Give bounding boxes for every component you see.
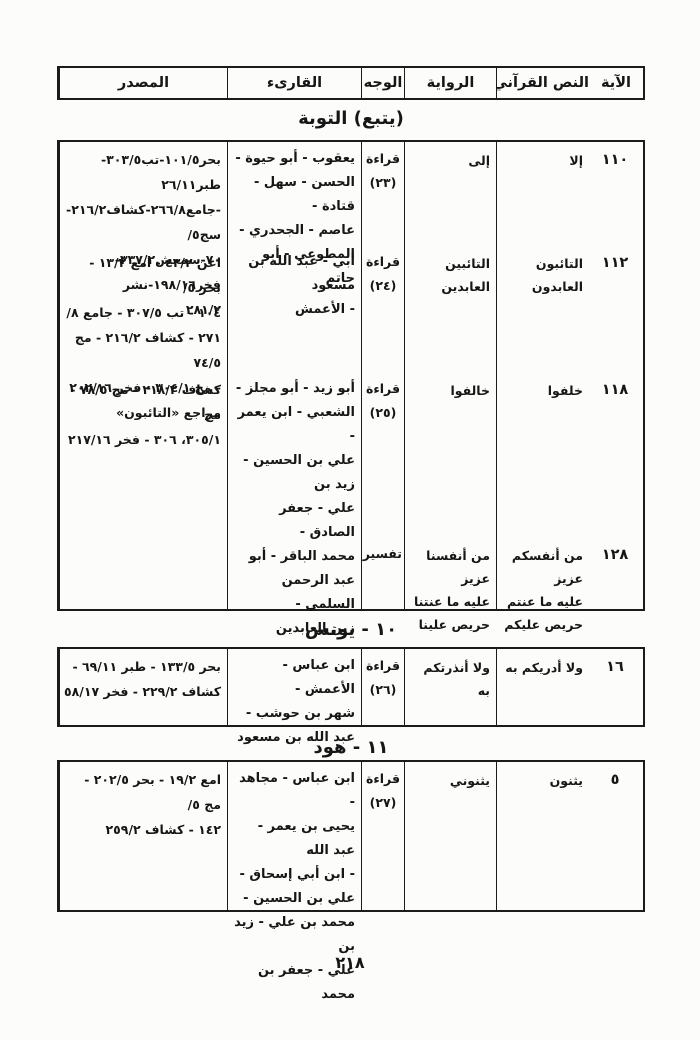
page-number: ٢١٨ xyxy=(335,953,365,972)
source-cell: امع ٢‏/‏١٩ - بحر ٥‏/‏٢٠٢ - مج ٥‏/ ١٤٢ - … xyxy=(84,772,221,837)
table-yunus: ١٦ ولا أدريكم به ولا أنذرتكم به قراءة (٢… xyxy=(57,647,645,745)
source-cell: كشاف ٢‏/‏٢١٨ - مج ٥‏/‏٧٨ - مح ١‏/‏٣٠٥، ٣… xyxy=(67,382,221,447)
riwaya-cell: يثنوني xyxy=(449,773,490,788)
source-cell: بحر٥‏/‏١٠١-تب٥‏/‏٣٠٣-طبر١١‏/‏٢٦ -جامع٨‏/… xyxy=(66,152,221,317)
reader-cell: أبو زيد - أبو مجلز - الشعبي - ابن يعمر -… xyxy=(235,381,355,636)
column-header-wajh: الوجه xyxy=(363,75,403,91)
aya-column: ١١٠ ١١٢ ١١٨ ١٢٨ xyxy=(589,142,643,609)
source-column: امع ٢‏/‏١٩ - بحر ٥‏/‏٢٠٢ - مج ٥‏/ ١٤٢ - … xyxy=(59,762,227,910)
quran-text-cell: خلفوا xyxy=(547,383,583,398)
table-hud: ٥ يثنون يثنوني قراءة (٢٧) ابن عباس - مجا… xyxy=(57,760,645,1002)
quran-text-cell: إلا xyxy=(569,153,583,168)
quran-text-cell: يثنون xyxy=(549,773,583,788)
wajh-cell: قراءة (٢٤) xyxy=(365,254,400,293)
aya-cell: ١١٢ xyxy=(601,255,629,271)
source-column: بحر٥‏/‏١٠١-تب٥‏/‏٣٠٣-طبر١١‏/‏٢٦ -جامع٨‏/… xyxy=(59,142,227,609)
wajh-cell: قراءة (٢٧) xyxy=(365,771,400,810)
quran-text-cell: التائبون العابدون xyxy=(531,256,583,294)
table-tawbah: ١١٠ ١١٢ ١١٨ ١٢٨ إلا التائبون العابدون خل… xyxy=(57,140,645,636)
column-header-quran-text: النص القرآني xyxy=(497,75,589,91)
reader-column: يعقوب - أبو حيوة - الحسن - سهل - قتادة -… xyxy=(227,142,361,636)
aya-cell: ١١٠ xyxy=(601,152,629,168)
source-column: بحر ٥‏/‏١٣٣ - طبر ١١‏/‏٦٩ - كشاف ٢‏/‏٢٢٩… xyxy=(59,649,227,725)
reader-cell: يعقوب - أبو حيوة - الحسن - سهل - قتادة -… xyxy=(235,151,355,286)
wajh-cell: قراءة (٢٦) xyxy=(365,658,400,697)
aya-cell: ١١٨ xyxy=(601,382,629,398)
quran-text-column: ولا أدريكم به xyxy=(496,649,589,725)
reader-cell: ابن عباس - الأعمش - شهر بن حوشب - عبد ال… xyxy=(237,658,355,745)
surah-title-yunus: ١٠ - يونس xyxy=(304,619,398,640)
quran-text-column: إلا التائبون العابدون خلفوا من أنفسكم عز… xyxy=(496,142,589,632)
quran-text-column: يثنون xyxy=(496,762,589,910)
wajh-column: قراءة (٢٣) قراءة (٢٤) قراءة (٢٥) تفسير xyxy=(361,142,404,609)
column-header-riwaya: الرواية xyxy=(426,75,475,91)
surah-title-hud: ١١ - هود xyxy=(313,737,389,758)
riwaya-cell: ولا أنذرتكم به xyxy=(423,660,490,698)
aya-cell: ١٦ xyxy=(606,659,624,675)
aya-cell: ١٢٨ xyxy=(601,547,629,563)
riwaya-cell: التائبين العابدين xyxy=(441,256,490,294)
riwaya-column: إلى التائبين العابدين خالفوا من أنفسنا ع… xyxy=(404,142,496,632)
riwaya-column: ولا أنذرتكم به xyxy=(404,649,496,725)
wajh-cell: قراءة (٢٣) xyxy=(365,151,400,190)
aya-column: ١٦ xyxy=(589,649,643,725)
quran-text-cell: من أنفسكم عزيز عليه ما عنتم حريص عليكم xyxy=(504,548,583,632)
reader-column: ابن عباس - الأعمش - شهر بن حوشب - عبد ال… xyxy=(227,649,361,745)
source-cell xyxy=(60,537,227,609)
riwaya-cell: من أنفسنا عزيز عليه ما عنتنا حريص علينا xyxy=(413,548,490,632)
surah-title-tawbah: (يتبع) التوبة xyxy=(298,108,404,129)
wajh-column: قراءة (٢٦) xyxy=(361,649,404,725)
wajh-column: قراءة (٢٧) xyxy=(361,762,404,910)
riwaya-cell: خالفوا xyxy=(450,383,490,398)
riwaya-cell: إلى xyxy=(468,153,490,168)
table-header: الآية النص القرآني الرواية الوجه القارىء… xyxy=(57,66,645,100)
wajh-cell: قراءة (٢٥) xyxy=(365,381,400,420)
column-header-reader: القارىء xyxy=(266,75,323,91)
reader-column: ابن عباس - مجاهد - يحيى بن يعمر - عبد ال… xyxy=(227,762,361,1002)
riwaya-column: يثنوني xyxy=(404,762,496,910)
column-header-aya: الآية xyxy=(600,75,631,91)
reader-cell: ابن عباس - مجاهد - يحيى بن يعمر - عبد ال… xyxy=(234,771,355,1002)
source-cell: اعن ٢‏/‏٤٣ - امع ٢‏/‏١٣ - بحر ٥‏/ ١٠٤ - … xyxy=(66,255,221,420)
aya-column: ٥ xyxy=(589,762,643,910)
source-cell: بحر ٥‏/‏١٣٣ - طبر ١١‏/‏٦٩ - كشاف ٢‏/‏٢٢٩… xyxy=(64,659,221,699)
aya-cell: ٥ xyxy=(610,772,620,788)
wajh-cell: تفسير xyxy=(362,546,402,561)
reader-cell: أبي - عبد الله بن مسعود - الأعمش xyxy=(248,254,355,317)
column-header-source: المصدر xyxy=(117,75,170,91)
quran-text-cell: ولا أدريكم به xyxy=(505,660,583,675)
